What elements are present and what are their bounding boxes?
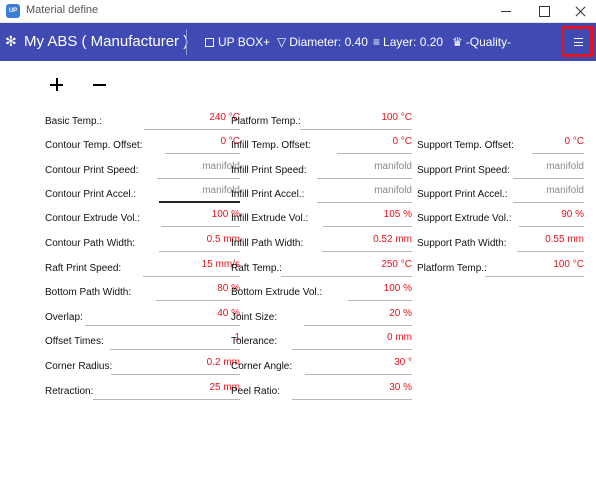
printer-info: UP BOX+ (205, 35, 270, 49)
value-input[interactable]: 250 °C (281, 257, 412, 277)
diameter-info: ▽ Diameter: 0.40 (277, 35, 368, 49)
value-input[interactable]: 20 % (304, 306, 412, 326)
value-input[interactable]: 0 °C (165, 134, 240, 154)
layer-label: Layer: 0.20 (383, 35, 444, 49)
title-bar: UP Material define (0, 0, 596, 23)
layers-icon: ≡ (373, 35, 381, 49)
diameter-label: Diameter: 0.40 (289, 35, 368, 49)
value-input[interactable]: 30 ° (305, 355, 412, 375)
minimize-button[interactable] (490, 0, 522, 23)
material-name[interactable]: My ABS ( Manufacturer ) (24, 33, 189, 50)
value-input[interactable]: 40 % (85, 306, 240, 326)
gear-icon[interactable]: ✻ (5, 33, 17, 49)
value-input[interactable]: 0.2 mm (111, 355, 240, 375)
window-title: Material define (26, 4, 99, 16)
value-input[interactable]: 100 % (161, 207, 240, 227)
value-input[interactable]: 240 °C (144, 110, 240, 130)
value-input[interactable]: 0 mm (292, 330, 412, 350)
value-input[interactable]: 0.55 mm (517, 232, 584, 252)
value-input[interactable]: 0 °C (532, 134, 584, 154)
value-input[interactable]: 100 % (348, 281, 412, 301)
value-input[interactable]: 15 mm/s (143, 257, 240, 277)
value-input[interactable]: manifold (159, 183, 240, 203)
menu-button[interactable] (561, 26, 593, 57)
value-input[interactable]: 1 (110, 330, 240, 350)
quality-icon: ♛ (452, 35, 463, 49)
maximize-button[interactable] (528, 0, 560, 23)
remove-button[interactable] (90, 75, 110, 95)
value-input[interactable]: 0 °C (337, 134, 412, 154)
value-input[interactable]: manifold (317, 183, 412, 203)
hamburger-icon (574, 38, 583, 46)
app-icon: UP (6, 4, 20, 18)
close-button[interactable] (564, 0, 596, 23)
value-input[interactable]: 100 °C (300, 110, 412, 130)
value-input[interactable]: 0.5 mm (159, 232, 240, 252)
add-button[interactable] (47, 75, 67, 95)
value-input[interactable]: 0.52 mm (322, 232, 412, 252)
value-input[interactable]: manifold (317, 159, 412, 179)
value-input[interactable]: 90 % (519, 207, 584, 227)
value-input[interactable]: manifold (157, 159, 240, 179)
value-input[interactable]: 80 % (156, 281, 240, 301)
header-divider (186, 29, 187, 55)
layer-info: ≡ Layer: 0.20 (373, 35, 443, 49)
value-input[interactable]: 30 % (292, 380, 412, 400)
value-input[interactable]: manifold (513, 183, 584, 203)
nozzle-icon: ▽ (277, 35, 287, 49)
printer-model: UP BOX+ (218, 35, 271, 49)
material-header: ✻ My ABS ( Manufacturer ) UP BOX+ ▽ Diame… (0, 23, 596, 61)
value-input[interactable]: manifold (513, 159, 584, 179)
value-input[interactable]: 25 mm (93, 380, 240, 400)
quality-label: -Quality- (465, 35, 512, 49)
value-input[interactable]: 100 °C (485, 257, 584, 277)
quality-info[interactable]: ♛ -Quality- (452, 35, 511, 49)
printer-icon (205, 38, 214, 47)
value-input[interactable]: 105 % (323, 207, 412, 227)
